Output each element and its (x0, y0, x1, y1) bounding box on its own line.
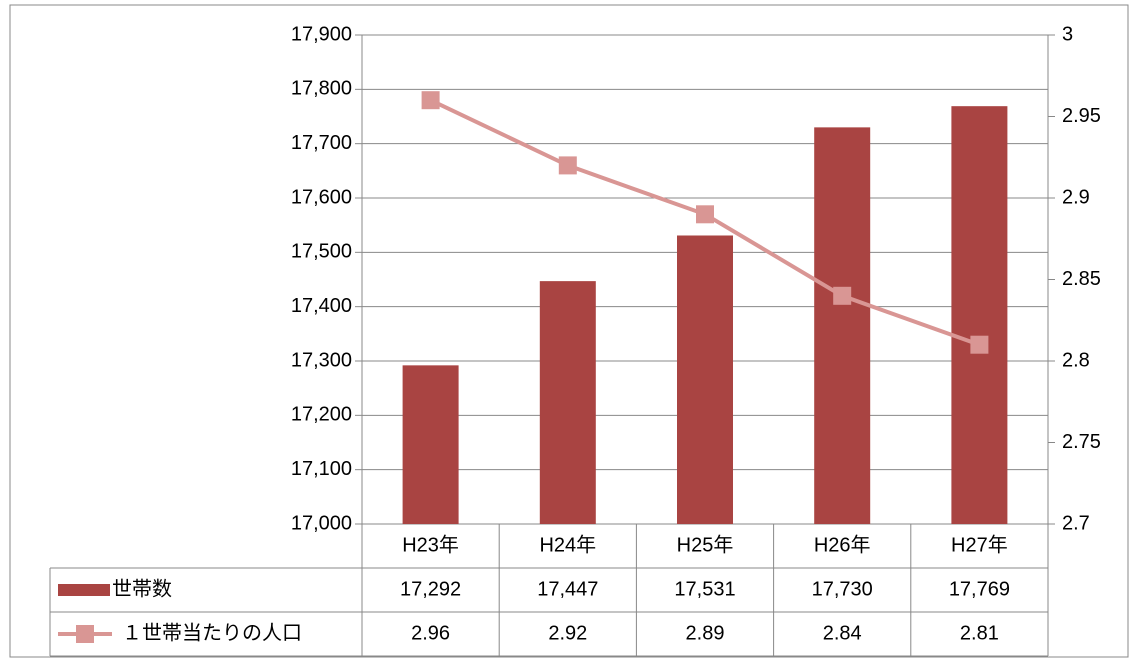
legend-label: 世帯数 (112, 577, 172, 600)
bar (814, 127, 871, 524)
bar (677, 235, 733, 525)
marker (558, 156, 577, 175)
table-value: 2.89 (686, 622, 725, 644)
legend-label: １世帯当たりの人口 (122, 621, 302, 644)
marker (421, 91, 440, 110)
table-value: 2.96 (411, 622, 450, 644)
table-value: 17,730 (812, 578, 873, 600)
y2-tick-label: 2.75 (1062, 431, 1101, 453)
table-value: 17,292 (400, 578, 461, 600)
marker (970, 335, 989, 354)
bar (402, 365, 459, 524)
bar (951, 106, 1008, 524)
x-tick-label: H23年 (402, 533, 459, 556)
x-tick-label: H24年 (539, 533, 596, 556)
legend-marker (76, 625, 94, 643)
marker (833, 286, 852, 305)
y-tick-label: 17,700 (291, 132, 352, 154)
x-tick-label: H25年 (677, 533, 734, 556)
table-value: 17,769 (949, 578, 1010, 600)
y2-tick-label: 2.85 (1062, 268, 1101, 290)
legend-swatch (58, 584, 110, 596)
table-value: 2.81 (960, 622, 999, 644)
y2-tick-label: 2.8 (1062, 349, 1090, 371)
y-tick-label: 17,100 (291, 458, 352, 480)
table-value: 2.84 (823, 622, 862, 644)
y2-tick-label: 2.9 (1062, 186, 1090, 208)
y-tick-label: 17,500 (291, 241, 352, 263)
bar (539, 281, 596, 524)
y-tick-label: 17,000 (291, 512, 352, 534)
table-value: 17,531 (674, 578, 735, 600)
y-tick-label: 17,900 (291, 23, 352, 45)
y-tick-label: 17,400 (291, 295, 352, 317)
y2-tick-label: 2.95 (1062, 105, 1101, 127)
y2-tick-label: 2.7 (1062, 512, 1090, 534)
marker (696, 205, 714, 224)
y-tick-label: 17,600 (291, 186, 352, 208)
y2-tick-label: 3 (1062, 23, 1073, 45)
y-tick-label: 17,300 (291, 349, 352, 371)
table-value: 17,447 (537, 578, 598, 600)
x-tick-label: H26年 (814, 533, 871, 556)
table-value: 2.92 (548, 622, 587, 644)
y-tick-label: 17,800 (291, 78, 352, 100)
y-tick-label: 17,200 (291, 404, 352, 426)
x-tick-label: H27年 (951, 533, 1008, 556)
